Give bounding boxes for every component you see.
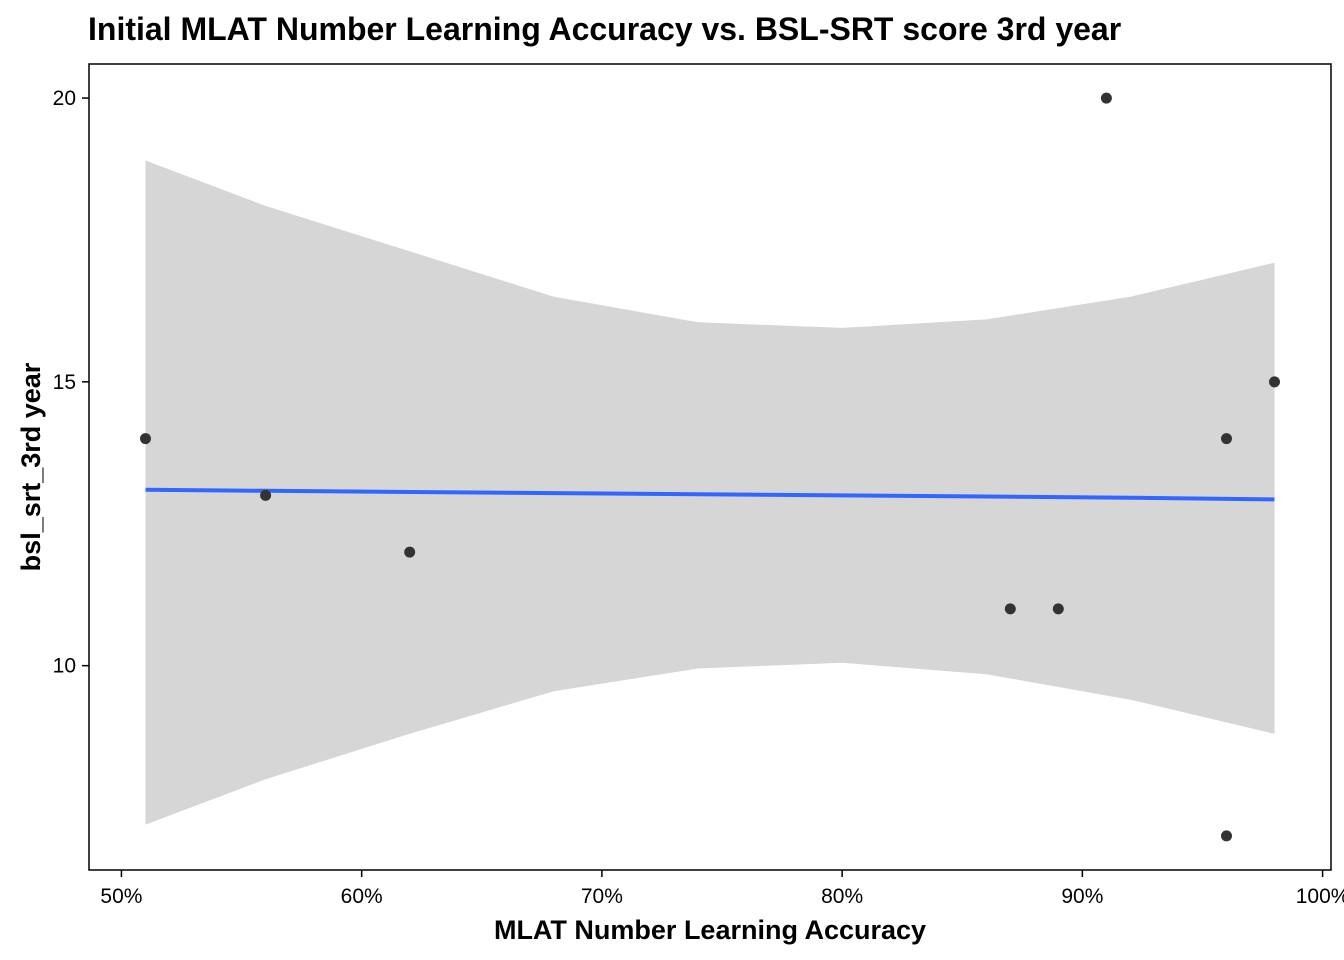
- points-layer: [140, 92, 1280, 842]
- fit-line: [145, 487, 1275, 502]
- x-tick-label: 90%: [1061, 885, 1103, 908]
- y-axis: 10 15 20: [53, 87, 89, 678]
- data-point: [140, 433, 151, 445]
- data-point: [1100, 92, 1112, 104]
- y-tick-label: 20: [53, 87, 76, 110]
- panel-border: [88, 63, 1332, 871]
- plot-panel: [88, 63, 1332, 871]
- data-point: [1052, 603, 1064, 615]
- x-tick-label: 70%: [581, 885, 623, 908]
- y-tick-label: 10: [53, 655, 76, 678]
- x-tick-label: 100%: [1296, 885, 1344, 908]
- x-tick-label: 60%: [341, 885, 383, 908]
- fit-line-layer: [145, 487, 1275, 502]
- data-point: [1221, 433, 1232, 445]
- data-point: [260, 489, 272, 501]
- data-point: [1269, 376, 1280, 388]
- y-tick-label: 15: [53, 371, 76, 394]
- data-point: [404, 546, 416, 558]
- x-axis: 50% 60% 70% 80% 90% 100%: [100, 870, 1344, 908]
- chart-title: Initial MLAT Number Learning Accuracy vs…: [88, 11, 1121, 47]
- x-axis-title: MLAT Number Learning Accuracy: [494, 915, 926, 945]
- x-tick-label: 50%: [100, 885, 142, 908]
- y-axis-title: bsl_srt_3rd year: [16, 362, 46, 571]
- data-point: [1221, 830, 1232, 842]
- data-point: [1004, 603, 1016, 615]
- x-tick-label: 80%: [821, 885, 863, 908]
